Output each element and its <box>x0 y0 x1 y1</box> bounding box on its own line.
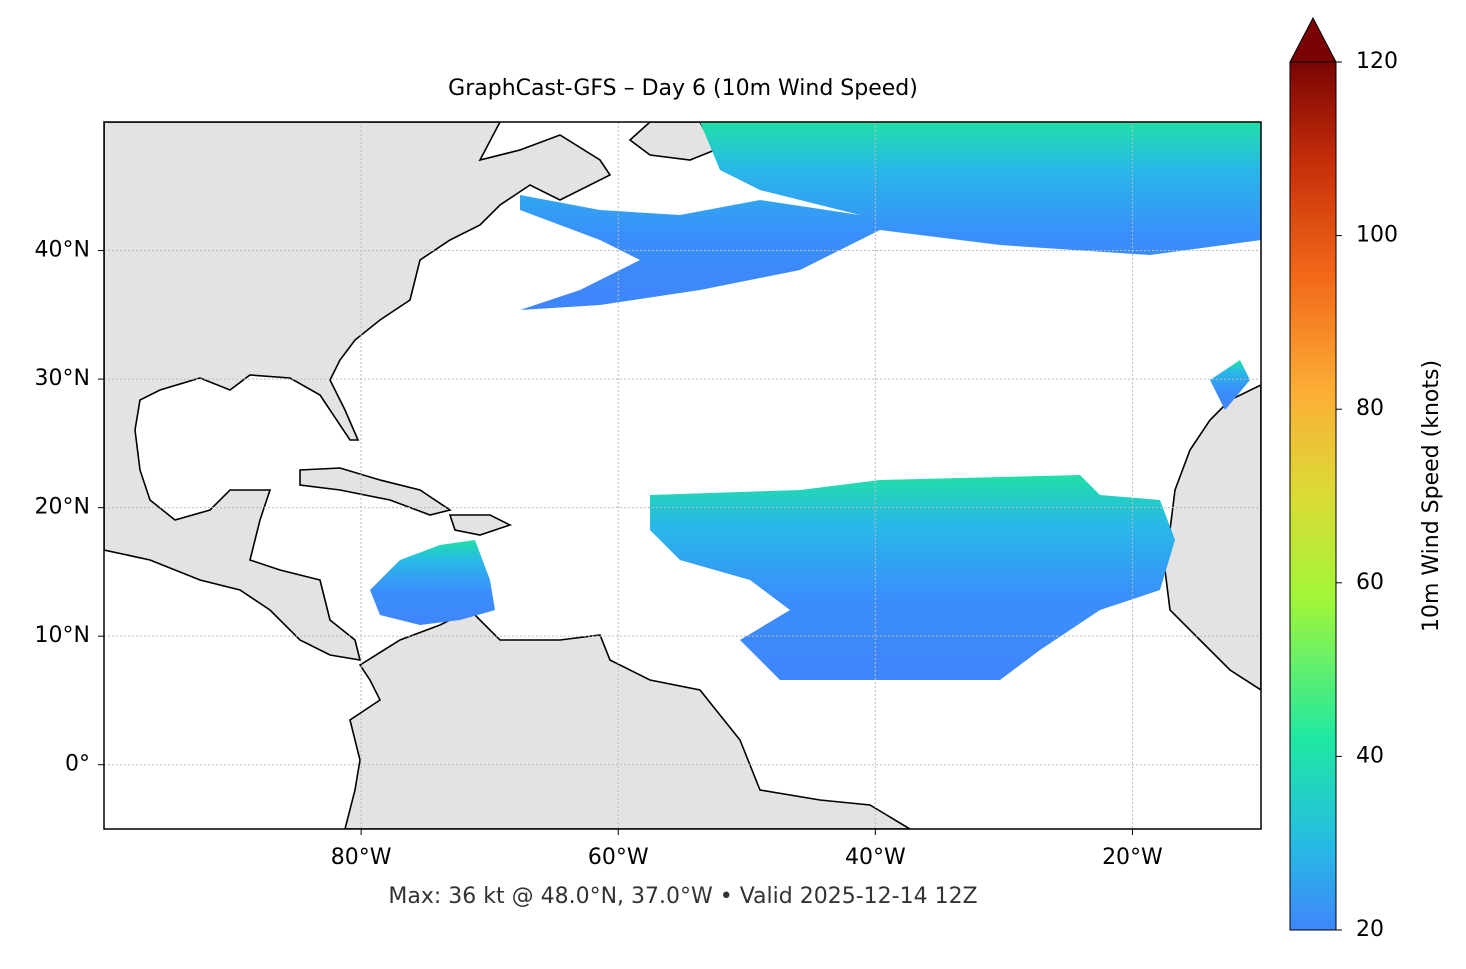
colorbar-tick-label: 120 <box>1356 49 1398 74</box>
colorbar <box>1289 61 1337 931</box>
colorbar-label: 10m Wind Speed (knots) <box>1419 360 1444 632</box>
colorbar-tick-label: 80 <box>1356 396 1384 421</box>
wind-field <box>370 540 495 625</box>
colorbar-tick-label: 60 <box>1356 570 1384 595</box>
wind-field <box>520 122 1261 310</box>
cuba <box>299 467 452 516</box>
colorbar-tick-label: 100 <box>1356 223 1398 248</box>
africa <box>1164 384 1261 691</box>
y-tick-label: 20°N <box>35 495 90 520</box>
x-tick-label: 60°W <box>588 845 649 870</box>
y-tick-label: 30°N <box>35 366 90 391</box>
newfoundland <box>628 122 717 161</box>
hispaniola <box>448 514 513 536</box>
colorbar-extend <box>1289 16 1337 63</box>
x-tick-label: 80°W <box>331 845 392 870</box>
map <box>104 122 1261 829</box>
grid <box>104 122 1261 829</box>
wind-field <box>1210 360 1250 410</box>
title: GraphCast-GFS – Day 6 (10m Wind Speed) <box>448 76 918 101</box>
x-tick-label: 20°W <box>1102 845 1163 870</box>
wind-field <box>650 475 1175 680</box>
colorbar-tick-label: 40 <box>1356 743 1384 768</box>
y-tick-label: 40°N <box>35 238 90 263</box>
north-america <box>104 122 612 661</box>
map-frame <box>103 121 1262 830</box>
colorbar-tick-label: 20 <box>1356 917 1384 942</box>
y-tick-label: 10°N <box>35 623 90 648</box>
y-tick-label: 0° <box>65 752 90 777</box>
footer: Max: 36 kt @ 48.0°N, 37.0°W • Valid 2025… <box>388 884 977 909</box>
x-tick-label: 40°W <box>845 845 906 870</box>
